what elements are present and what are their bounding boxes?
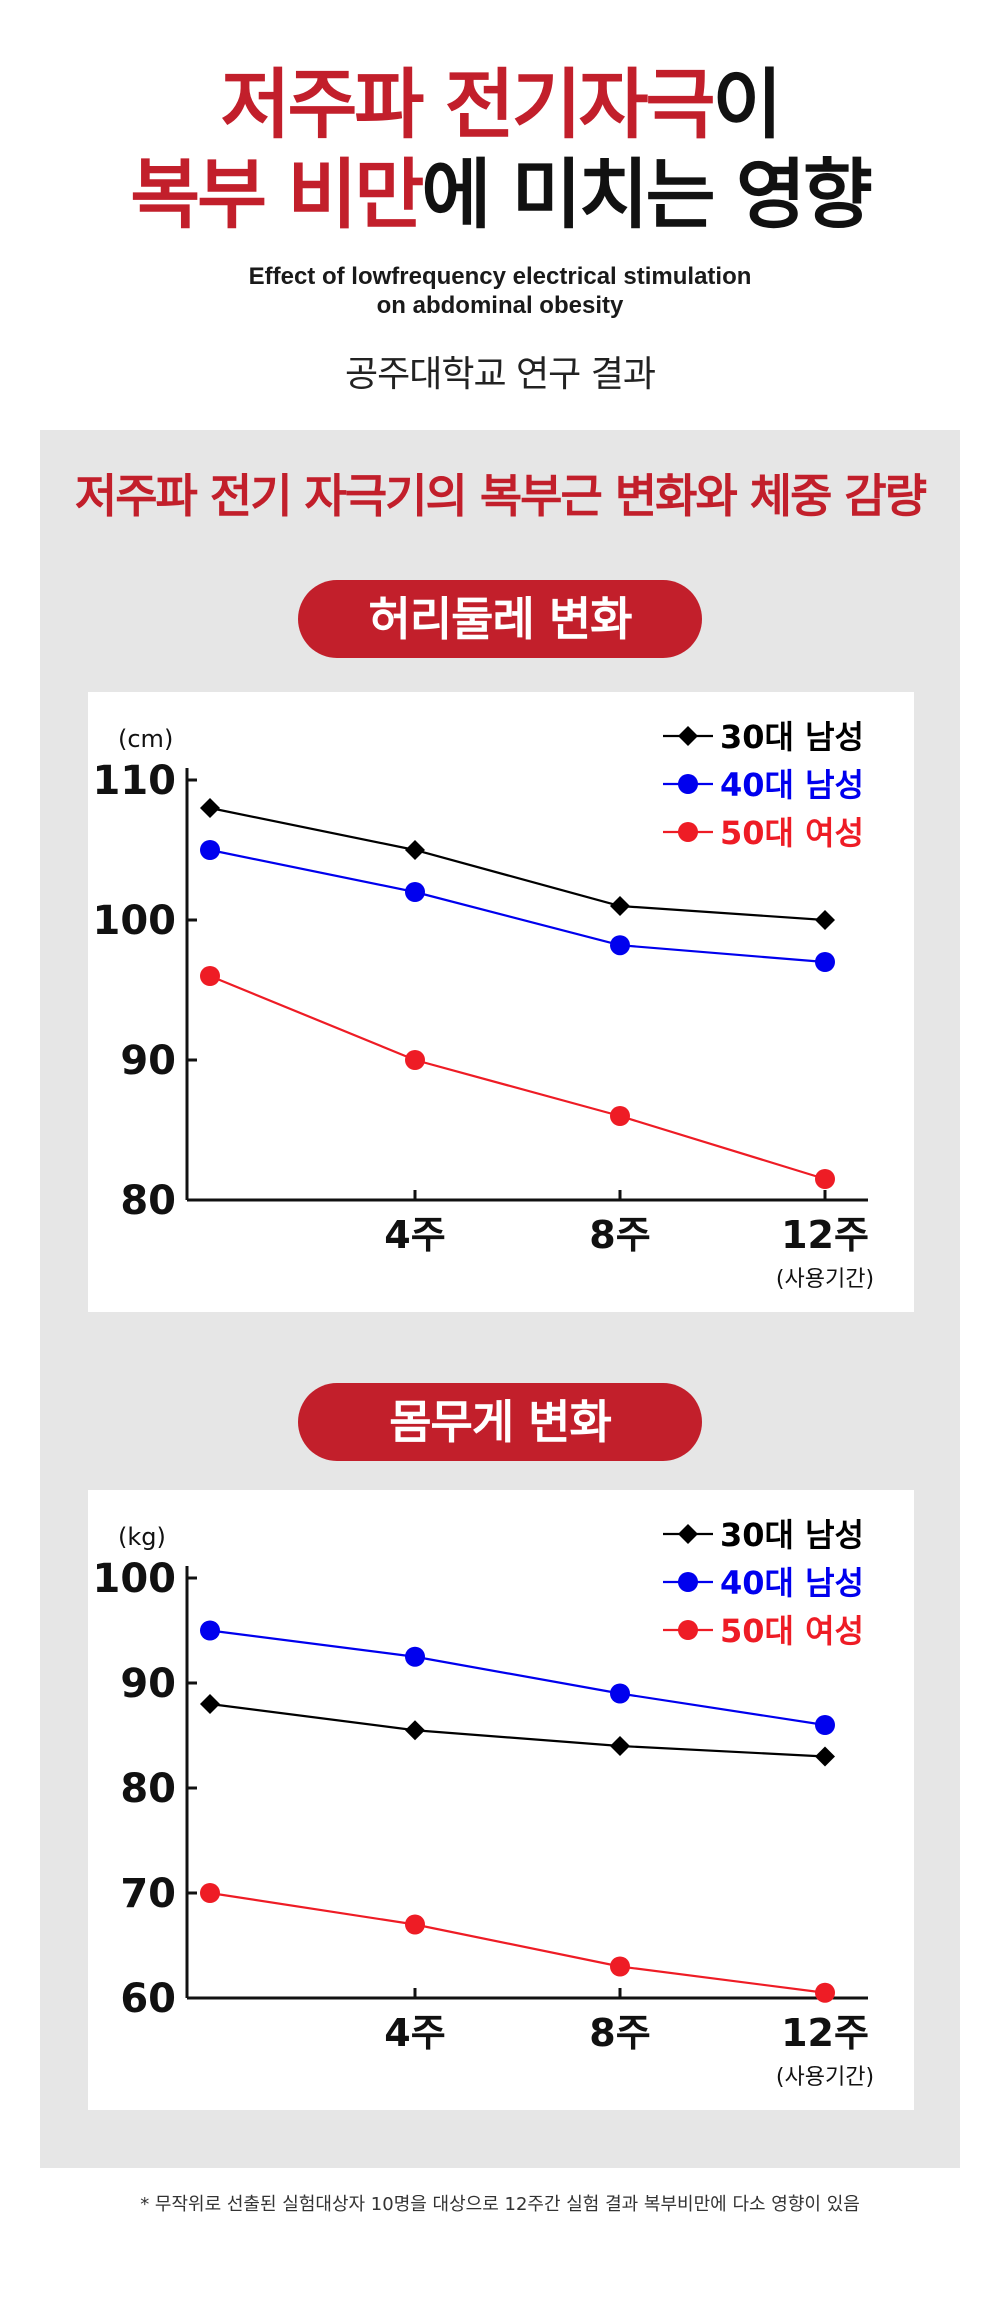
legend-label: 50대 여성 [720, 814, 864, 852]
y-tick-label: 110 [93, 758, 177, 804]
x-tick-label: 4주 [384, 2011, 445, 2055]
weight-chart-label: 몸무게 변화 [298, 1383, 702, 1461]
chart-svg-0: (cm) 80 90 100 110 4주 8주 12주 (사용기간) 30대 남성 40대 남성 5… [93, 718, 875, 1292]
series-line-2 [209, 1891, 826, 1994]
legend-label: 30대 남성 [720, 1516, 864, 1554]
english-subtitle-line1: Effect of lowfrequency electrical stimul… [248, 263, 752, 290]
legend-label: 40대 남성 [720, 766, 864, 804]
data-point-diamond [815, 910, 835, 930]
waist-chart: (cm) 80 90 100 110 4주 8주 12주 (사용기간) 30대 남성 40대 남성 5… [88, 692, 914, 1312]
data-point-circle [405, 882, 425, 902]
weight-chart: (kg) 60 70 80 90 100 4주 8주 12주 (사용기간) 30대 남성 40대 남성… [88, 1490, 914, 2110]
data-point-circle [815, 1982, 835, 2003]
english-subtitle-line2: on abdominal obesity [376, 292, 624, 319]
series-line-1 [209, 1629, 826, 1727]
y-tick-label: 100 [93, 1556, 177, 1602]
x-tick-label: 12주 [781, 1213, 869, 1257]
university-caption: 공주대학교 연구 결과 [345, 354, 656, 395]
data-point-diamond [405, 840, 425, 860]
results-panel: 저주파 전기 자극기의 복부근 변화와 체중 감량 허리둘레 변화 (cm) 80… [40, 430, 960, 2168]
legend-marker-circle [678, 1572, 698, 1592]
y-tick-label: 70 [120, 1871, 176, 1917]
legend-label: 30대 남성 [720, 718, 864, 756]
data-point-circle [610, 1683, 630, 1704]
page-title-line1: 저주파 전기자극이 [0, 60, 1000, 150]
y-tick-label: 80 [120, 1766, 176, 1812]
x-axis-note: (사용기간) [776, 2065, 874, 2090]
series-line-0 [209, 806, 826, 922]
y-unit-label: (kg) [118, 1523, 166, 1551]
legend-marker-diamond [678, 1524, 698, 1544]
x-tick-label: 8주 [589, 2011, 650, 2055]
data-point-circle [610, 1106, 630, 1126]
data-point-diamond [815, 1746, 835, 1767]
title-line1-red: 저주파 전기자극 [220, 60, 716, 149]
data-point-circle [405, 1914, 425, 1935]
legend-marker-circle [678, 774, 698, 794]
legend-marker-diamond [678, 726, 698, 746]
data-point-diamond [200, 1694, 220, 1714]
y-tick-label: 100 [93, 898, 177, 944]
data-point-circle [815, 1715, 835, 1735]
legend-label: 40대 남성 [720, 1564, 864, 1602]
panel-heading: 저주파 전기 자극기의 복부근 변화와 체중 감량 [74, 469, 927, 523]
title-line1-black: 이 [712, 60, 782, 149]
x-tick-label: 4주 [384, 1213, 445, 1257]
data-point-circle [200, 840, 220, 860]
series-line-1 [209, 848, 826, 964]
title-line2-black: 에 미치는 영향 [421, 150, 872, 239]
legend-marker-circle [678, 1620, 698, 1640]
data-point-diamond [610, 896, 630, 916]
data-point-diamond [200, 798, 220, 818]
data-point-diamond [610, 1736, 630, 1756]
y-tick-label: 80 [120, 1178, 176, 1224]
waist-chart-label: 허리둘레 변화 [298, 580, 702, 658]
chart-svg-1: (kg) 60 70 80 90 100 4주 8주 12주 (사용기간) 30대 남성 40대 남성… [93, 1516, 875, 2090]
data-point-circle [815, 1169, 835, 1189]
x-tick-label: 12주 [781, 2011, 869, 2055]
series-line-2 [209, 974, 826, 1181]
data-point-diamond [405, 1720, 425, 1741]
data-point-circle [200, 1883, 220, 1903]
data-point-circle [405, 1050, 425, 1070]
page-title-line2: 복부 비만에 미치는 영향 [0, 150, 1000, 240]
data-point-circle [610, 935, 630, 956]
x-tick-label: 8주 [589, 1213, 650, 1257]
title-line2-red: 복부 비만 [130, 150, 424, 239]
x-axis-note: (사용기간) [776, 1267, 874, 1292]
y-tick-label: 90 [120, 1661, 176, 1707]
legend-marker-circle [678, 822, 698, 842]
data-point-circle [200, 1620, 220, 1641]
data-point-circle [200, 966, 220, 986]
footnote: * 무작위로 선출된 실험대상자 10명을 대상으로 12주간 실험 결과 복부… [140, 2194, 860, 2215]
data-point-circle [610, 1956, 630, 1977]
data-point-circle [405, 1646, 425, 1667]
series-line-0 [209, 1702, 826, 1758]
legend-label: 50대 여성 [720, 1612, 864, 1650]
y-unit-label: (cm) [118, 725, 173, 753]
y-tick-label: 90 [120, 1038, 176, 1084]
y-tick-label: 60 [120, 1976, 176, 2022]
data-point-circle [815, 952, 835, 972]
